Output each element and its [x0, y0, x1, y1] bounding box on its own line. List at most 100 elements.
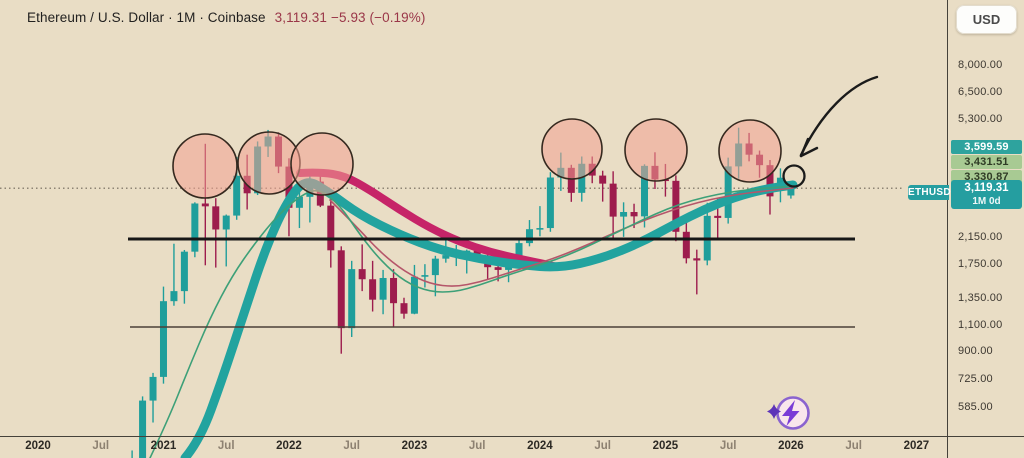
candle-body	[431, 258, 439, 276]
candle-body	[473, 250, 481, 257]
candle	[222, 214, 230, 267]
candle	[327, 194, 335, 268]
price-tick-label: 5,300.00	[958, 112, 1003, 125]
candle-body	[358, 269, 366, 280]
time-tick-label: 2021	[150, 440, 177, 452]
candle	[536, 206, 544, 237]
candle	[191, 202, 199, 258]
target-circle-drawing[interactable]	[782, 164, 806, 188]
arrow-head	[799, 137, 810, 158]
candle-body	[369, 279, 377, 300]
candle	[212, 198, 220, 268]
candle-body	[180, 251, 188, 292]
time-axis[interactable]: 2020 Jul 2021 Jul 2022 Jul 2023 Jul 2024 Jul 2025 J…	[0, 437, 1024, 458]
candle-body	[170, 291, 178, 302]
time-tick-label: Jul	[217, 440, 235, 452]
candle-body	[421, 275, 429, 277]
candle-body	[515, 243, 523, 260]
symbol-legend[interactable]: Ethereum / U.S. Dollar · 1M · Coinbase 3,…	[27, 10, 425, 25]
ma-line-green	[149, 185, 794, 458]
time-tick-label: 2026	[778, 440, 804, 452]
candle-body	[546, 177, 554, 229]
arrow-shaft	[799, 75, 879, 157]
time-tick-label: 2023	[401, 440, 428, 452]
price-axis[interactable]: 8,000.00 6,500.00 5,300.00 2,150.00 1,750.00…	[908, 0, 1024, 436]
candle	[369, 260, 377, 312]
time-tick-label: Jul	[719, 440, 737, 452]
time-tick-label: Jul	[92, 440, 110, 452]
candle	[358, 244, 366, 292]
annotation-circle[interactable]	[718, 119, 782, 183]
candle	[421, 264, 429, 288]
time-tick-label: 2022	[276, 440, 302, 452]
currency-toggle-button[interactable]: USD	[956, 5, 1017, 34]
ma-value-badge: 3,431.51	[951, 155, 1022, 169]
candle-body	[327, 205, 335, 251]
candle-body	[159, 301, 167, 377]
badge-countdown: 1M 0d	[972, 196, 1001, 207]
time-tick-label: 2025	[652, 440, 679, 452]
candle	[400, 297, 408, 319]
sparkle-icon	[767, 404, 781, 419]
candle-body	[714, 215, 722, 218]
candle	[180, 249, 188, 304]
ma-line-red	[329, 187, 794, 287]
candle-body	[578, 163, 586, 193]
candle-body	[212, 206, 220, 230]
candle-body	[766, 165, 774, 197]
candle-body	[390, 277, 398, 304]
candle	[131, 450, 133, 458]
price-tick-label: 1,750.00	[958, 257, 1003, 270]
time-tick-label: Jul	[594, 440, 611, 452]
annotation-circle[interactable]	[172, 133, 238, 199]
candle	[410, 264, 418, 315]
time-tick-label: Jul	[468, 440, 486, 452]
flash-icon[interactable]	[766, 391, 816, 437]
candle	[170, 243, 178, 306]
price-axis-border	[947, 0, 948, 458]
badge-price: 3,119.31	[964, 182, 1009, 194]
candle-body	[295, 196, 303, 208]
annotation-circle[interactable]	[290, 132, 354, 196]
candle	[609, 171, 617, 240]
price-tick-label: 900.00	[958, 344, 993, 357]
price-tick-label: 6,500.00	[958, 86, 1003, 99]
symbol-tag: ETHUSD	[908, 185, 951, 200]
candle	[139, 396, 147, 458]
candle-body	[693, 258, 701, 261]
arrow-drawing[interactable]	[799, 75, 879, 158]
price-tick-label: 1,100.00	[958, 318, 1003, 331]
price-tick-label: 1,350.00	[958, 291, 1003, 304]
ma-value-badge: 3,599.59	[951, 140, 1022, 154]
annotation-circle[interactable]	[624, 118, 688, 182]
price-tick-label: 725.00	[958, 373, 993, 386]
lightning-bolt-icon	[782, 400, 800, 426]
price-tick-label: 585.00	[958, 401, 993, 414]
last-price-text: 3,119.31	[274, 10, 327, 25]
candle-body	[222, 215, 230, 230]
annotation-circle[interactable]	[541, 118, 603, 180]
candle-body	[348, 269, 356, 329]
candle	[693, 249, 701, 295]
candle	[348, 260, 356, 337]
symbol-price-badge: 3,119.31 1M 0d ETHUSD	[908, 180, 1022, 209]
candle-body	[776, 177, 784, 187]
candle	[620, 202, 628, 237]
candle-body	[609, 183, 617, 217]
time-tick-label: Jul	[845, 440, 862, 452]
price-tick-label: 2,150.00	[958, 230, 1003, 243]
candle-body	[233, 175, 241, 216]
ma-ribbon-teal	[180, 178, 798, 458]
candle-body	[442, 255, 450, 259]
candle-body	[410, 276, 418, 314]
candle	[379, 269, 387, 315]
candle-body	[400, 303, 408, 314]
candle-body	[379, 277, 387, 300]
candle-body	[682, 231, 690, 259]
candle-body	[599, 175, 607, 184]
symbol-title[interactable]: Ethereum / U.S. Dollar · 1M · Coinbase	[27, 10, 266, 25]
time-axis-border	[0, 436, 1024, 437]
price-change-text: −5.93 (−0.19%)	[331, 10, 426, 25]
